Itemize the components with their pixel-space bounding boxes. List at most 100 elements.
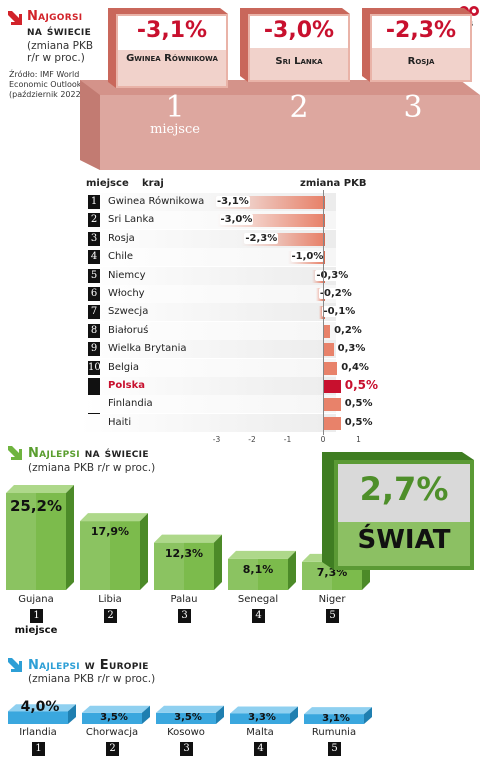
axis-tick: 1 — [356, 435, 361, 444]
table-value: -3,0% — [219, 214, 254, 226]
table-country: Belgia — [108, 361, 140, 373]
table-country: Chile — [108, 251, 134, 263]
europe-bar — [304, 707, 372, 724]
rank-box: 3 — [88, 231, 100, 246]
table-row — [80, 248, 336, 267]
table-value: -0,3% — [315, 269, 350, 281]
europe-bar-country: Chorwacja — [85, 727, 139, 738]
table-value: -0,1% — [322, 306, 357, 318]
table-row — [80, 266, 336, 285]
red-arrow-icon — [8, 11, 22, 25]
podium-country-2: Sri Lanka — [275, 56, 323, 67]
table-row — [80, 358, 336, 377]
world-bar-rank: 1 — [30, 609, 43, 623]
europe-bar-rank: 3 — [180, 742, 193, 756]
table-row — [80, 303, 336, 322]
podium — [80, 8, 480, 170]
world-value: 2,7% — [359, 470, 449, 508]
world-bar — [154, 534, 222, 590]
podium-rank-1: 1 — [165, 90, 185, 125]
world-bar-rank: 4 — [252, 609, 265, 623]
podium-value-3: -2,3% — [385, 18, 457, 43]
table-value: -2,3% — [244, 232, 279, 244]
source-note: Źródło: IMF World Economic Outlook (paźd… — [9, 70, 84, 99]
table-country: Rosja — [108, 232, 135, 244]
world-best-subtitle: (zmiana PKB r/r w proc.) — [28, 462, 156, 474]
europe-bar-rank: 1 — [32, 742, 45, 756]
podium-country-1: Gwinea Równikowa — [126, 53, 218, 64]
table-bar — [323, 380, 341, 393]
table-value: 0,3% — [337, 343, 366, 355]
worst-title-b: na świecie — [27, 24, 92, 39]
table-country: Wielka Brytania — [108, 343, 187, 355]
table-value: 0,2% — [334, 324, 362, 336]
rank-box: 6 — [88, 287, 100, 301]
table-value: -1,0% — [290, 251, 325, 263]
table-row — [80, 413, 336, 432]
axis-tick: 0 — [320, 435, 326, 444]
europe-bar-value: 3,5% — [174, 711, 202, 723]
world-box — [322, 452, 474, 570]
table-value: 0,5% — [344, 378, 379, 392]
table-bar — [323, 361, 338, 375]
world-best-chart — [6, 484, 370, 590]
axis-tick: -3 — [212, 435, 221, 444]
europe-bar-value: 4,0% — [20, 699, 60, 716]
europe-bar — [230, 706, 298, 724]
rank-box: 5 — [88, 268, 100, 283]
world-bar-rank: 5 — [326, 609, 339, 623]
podium-country-3: Rosja — [407, 56, 435, 67]
table-row — [80, 285, 336, 303]
world-bar-value: 8,1% — [242, 562, 274, 576]
worst-title: Najgorsi — [27, 9, 83, 24]
europe-bar-value: 3,3% — [248, 712, 276, 724]
europe-bar-rank: 5 — [328, 742, 341, 756]
rank-box: 2 — [88, 213, 100, 228]
worst-subtitle: (zmiana PKB r/r w proc.) — [27, 40, 94, 64]
table-value: -3,1% — [215, 196, 250, 207]
world-bar-country: Palau — [170, 594, 198, 605]
header-place: miejsce — [86, 178, 129, 189]
rank-box: 1 — [88, 195, 100, 209]
axis-tick: -2 — [248, 435, 256, 444]
europe-bar — [156, 705, 224, 724]
table-value: 0,5% — [344, 398, 373, 410]
world-best-title: Najlepsi na świecie — [28, 446, 149, 461]
table-country: Polska — [108, 380, 145, 391]
europe-best-title: Najlepsi w Europie — [28, 658, 149, 673]
table-bar — [323, 324, 331, 338]
europe-bar-country: Malta — [246, 727, 274, 738]
podium-value-2: -3,0% — [263, 18, 335, 43]
europe-bar — [8, 704, 76, 724]
world-bar-rank: 3 — [178, 609, 191, 623]
europe-bar-country: Rumunia — [311, 727, 357, 738]
table-country: Niemcy — [108, 269, 146, 281]
europe-bar-rank: 2 — [106, 742, 119, 756]
europe-bar-country: Irlandia — [19, 727, 57, 738]
europe-bar-value: 3,5% — [100, 711, 128, 723]
table-country: Szwecja — [108, 306, 149, 318]
zero-line — [323, 190, 324, 436]
table-bar — [323, 416, 341, 430]
podium-place-word: miejsce — [150, 122, 200, 137]
table-value: 0,4% — [341, 361, 369, 373]
rank-box: 9 — [88, 342, 100, 357]
blue-arrow-icon — [8, 658, 22, 672]
europe-bar-value: 3,1% — [322, 713, 350, 725]
table-bar — [323, 343, 334, 357]
table-country: Gwinea Równikowa — [108, 196, 205, 207]
table-row — [80, 377, 336, 395]
world-bar-value: 17,9% — [90, 525, 130, 539]
table-bar — [323, 398, 341, 412]
world-bar — [6, 484, 74, 590]
world-bar-value: 25,2% — [9, 496, 63, 515]
rank-box: 8 — [88, 323, 100, 338]
europe-best-subtitle: (zmiana PKB r/r w proc.) — [28, 673, 156, 685]
europe-bar-rank: 4 — [254, 742, 267, 756]
table-value: -0,2% — [318, 288, 353, 299]
world-label: ŚWIAT — [357, 525, 451, 555]
world-bar-country: Senegal — [237, 594, 279, 605]
world-place-word: miejsce — [14, 625, 58, 636]
table-country: Haiti — [108, 416, 132, 428]
header-change: zmiana PKB — [300, 178, 367, 189]
